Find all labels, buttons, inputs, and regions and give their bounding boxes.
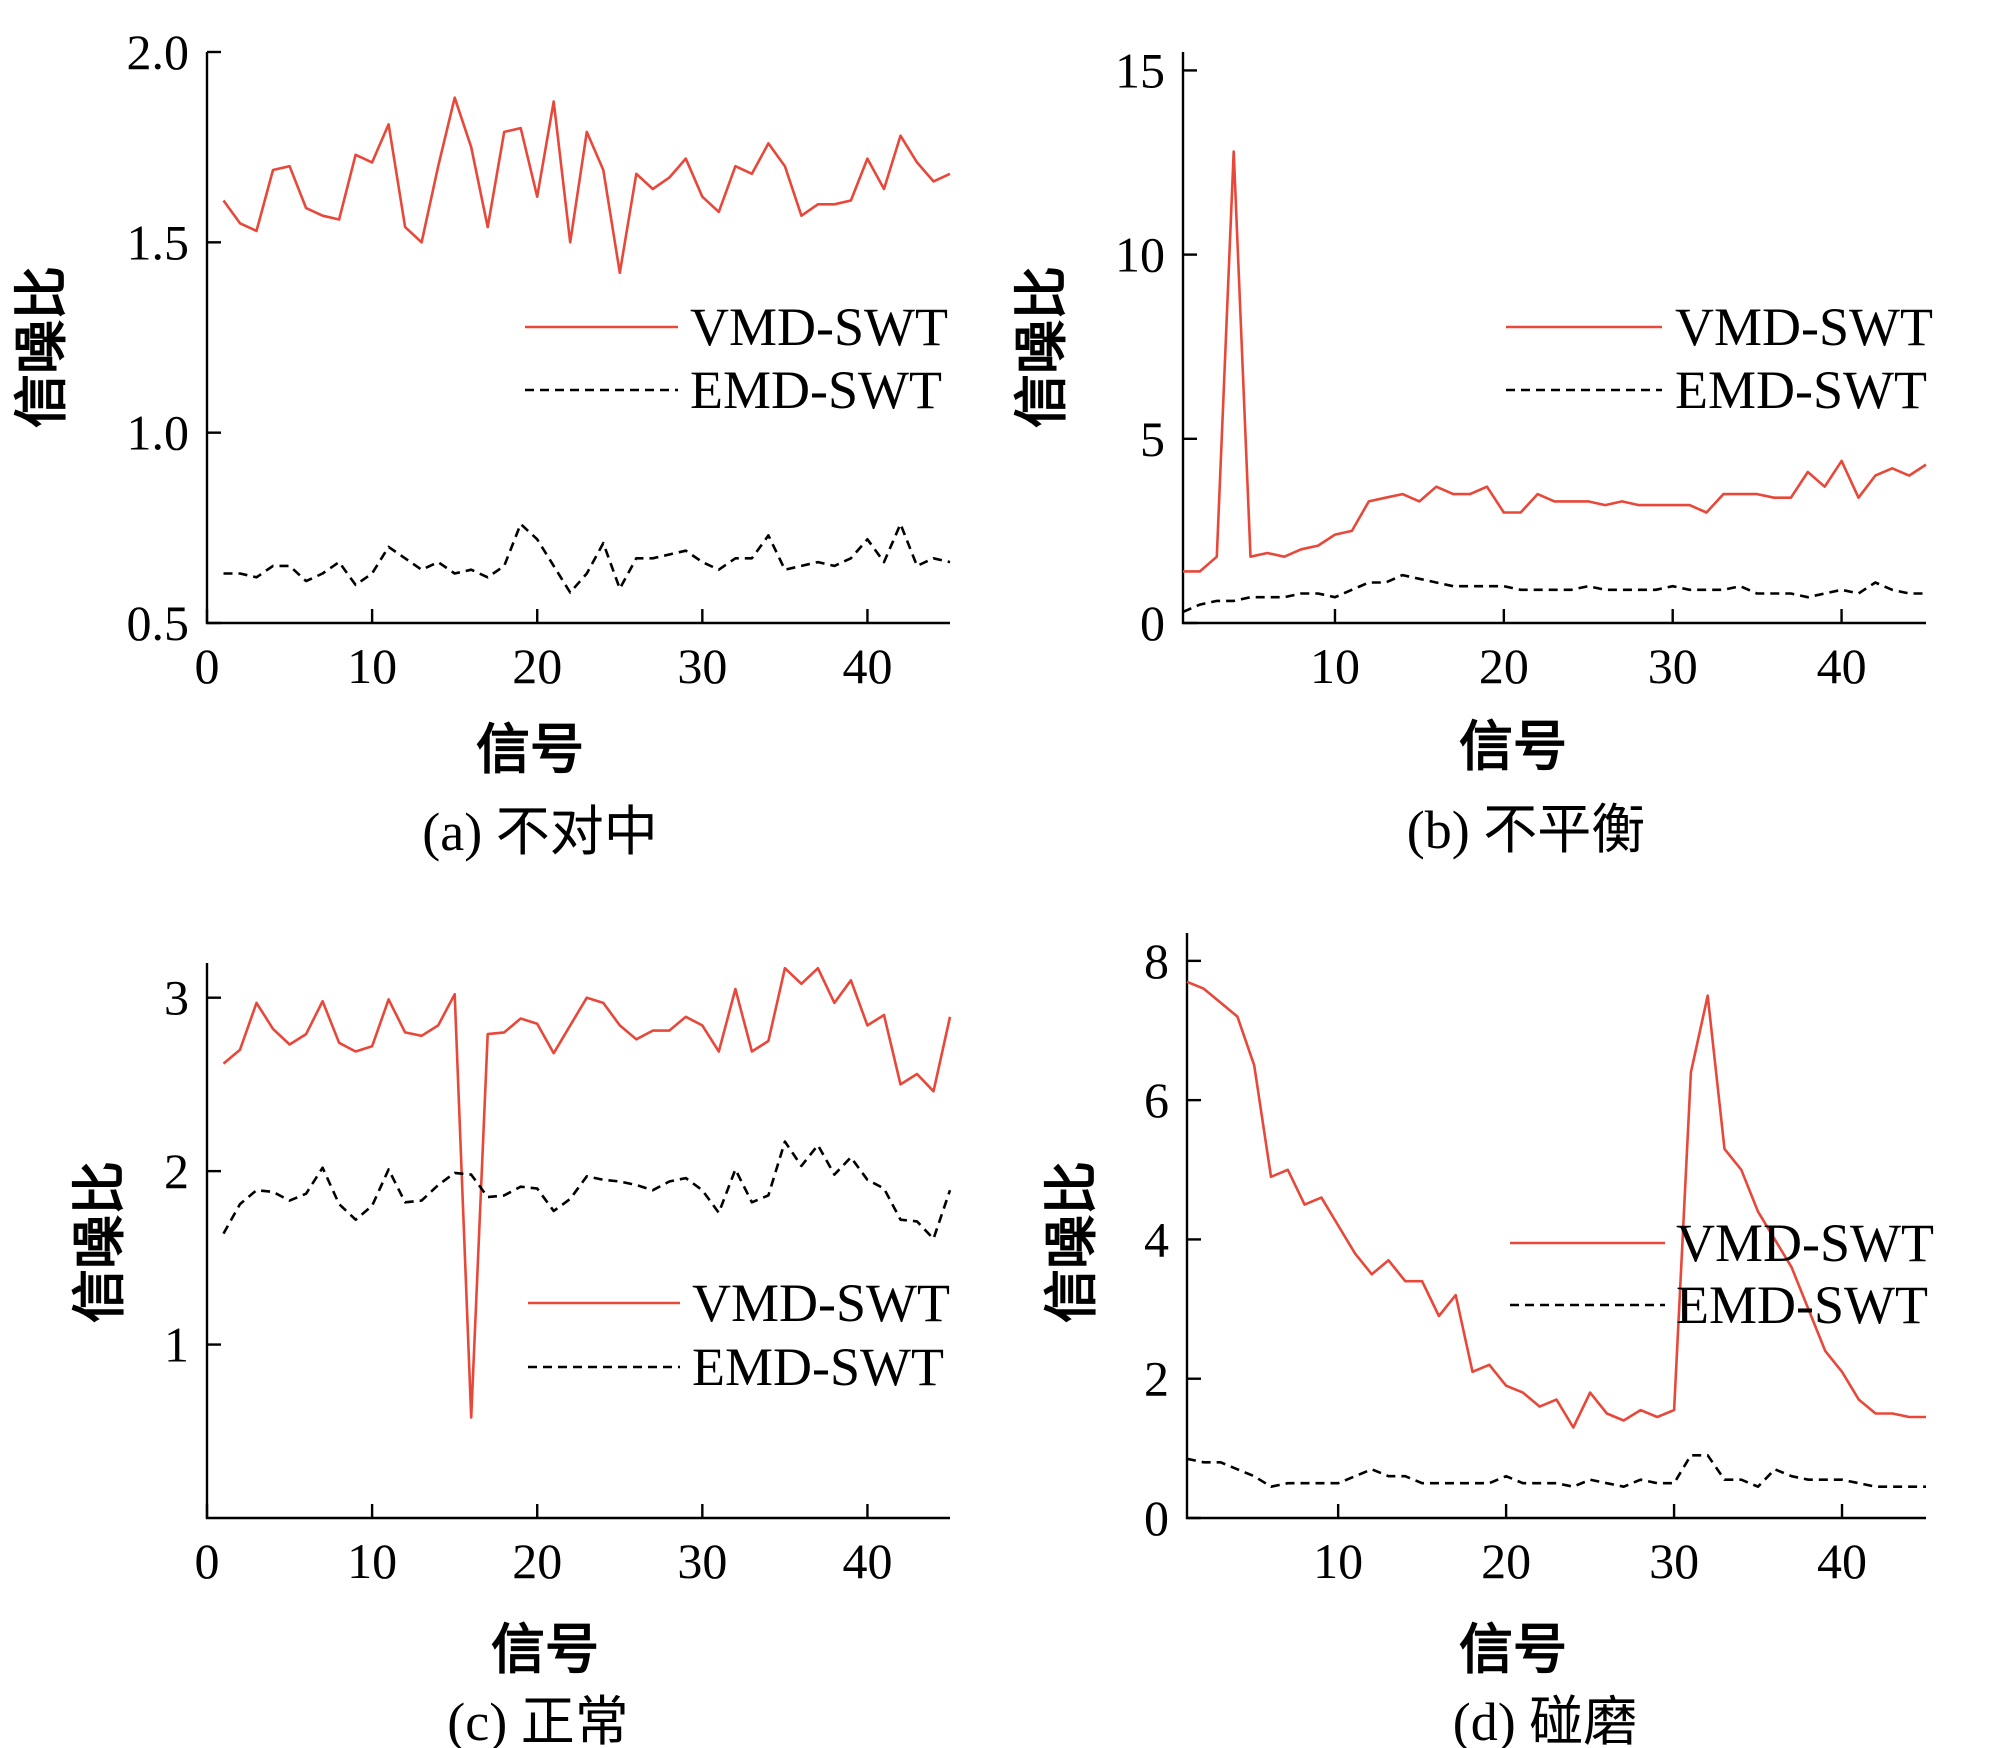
x-tick-label: 30 [1648, 638, 1698, 694]
series-line-emd-swt [1186, 1454, 1926, 1488]
y-tick-label: 15 [1115, 42, 1165, 98]
x-tick-label: 20 [512, 638, 562, 694]
series-line-emd-swt [223, 522, 951, 594]
panel-caption: (c) 正常 [447, 1692, 628, 1748]
y-axis-label: 信噪比 [10, 266, 73, 428]
y-tick-label: 1.0 [127, 405, 190, 461]
x-tick-label: 40 [1817, 638, 1867, 694]
y-tick-label: 3 [164, 970, 189, 1026]
x-tick-label: 10 [347, 638, 397, 694]
x-axis-label: 信号 [1459, 715, 1567, 778]
y-tick-label: 4 [1144, 1211, 1169, 1267]
x-tick-label: 30 [1649, 1533, 1699, 1589]
x-tick-label: 40 [1817, 1533, 1867, 1589]
x-tick-label: 40 [842, 638, 892, 694]
x-tick-label: 10 [1310, 638, 1360, 694]
series-line-emd-swt [1182, 573, 1926, 614]
y-tick-label: 5 [1140, 411, 1165, 467]
legend-label-vmd-swt: VMD-SWT [690, 297, 948, 357]
x-tick-label: 20 [512, 1533, 562, 1589]
legend-label-emd-swt: EMD-SWT [690, 360, 942, 420]
panel-caption: (b) 不平衡 [1407, 800, 1645, 860]
series-line-vmd-swt [222, 96, 951, 275]
x-tick-label: 30 [677, 1533, 727, 1589]
legend-label-emd-swt: EMD-SWT [1675, 360, 1927, 420]
x-tick-label: 10 [1313, 1533, 1363, 1589]
x-axis-label: 信号 [1459, 1618, 1567, 1681]
x-axis-label: 信号 [476, 718, 584, 781]
panel-caption: (d) 碰磨 [1453, 1692, 1637, 1748]
legend-label-vmd-swt: VMD-SWT [1676, 1213, 1934, 1273]
legend-label-emd-swt: EMD-SWT [1676, 1275, 1928, 1335]
x-tick-label: 20 [1479, 638, 1529, 694]
y-tick-label: 2.0 [127, 24, 190, 80]
y-tick-label: 2 [164, 1143, 189, 1199]
y-axis-label: 信噪比 [1010, 266, 1073, 428]
legend-label-vmd-swt: VMD-SWT [692, 1273, 950, 1333]
x-tick-label: 10 [347, 1533, 397, 1589]
series-line-vmd-swt [1186, 980, 1926, 1429]
x-axis-label: 信号 [491, 1618, 599, 1681]
series-line-emd-swt [222, 1140, 952, 1241]
y-axis-label: 信噪比 [1040, 1161, 1103, 1323]
x-tick-label: 20 [1481, 1533, 1531, 1589]
y-tick-label: 0 [1140, 595, 1165, 651]
x-tick-label: 40 [842, 1533, 892, 1589]
legend-label-vmd-swt: VMD-SWT [1675, 297, 1933, 357]
x-tick-label: 0 [195, 1533, 220, 1589]
y-axis-label: 信噪比 [68, 1161, 131, 1323]
y-tick-label: 1 [164, 1317, 189, 1373]
y-tick-label: 10 [1115, 227, 1165, 283]
legend-label-emd-swt: EMD-SWT [692, 1337, 944, 1397]
y-tick-label: 0.5 [127, 595, 190, 651]
y-tick-label: 0 [1144, 1490, 1169, 1546]
series-line-vmd-swt [222, 966, 952, 1419]
y-tick-label: 1.5 [127, 214, 190, 270]
y-tick-label: 2 [1144, 1351, 1169, 1407]
y-tick-label: 8 [1144, 933, 1169, 989]
x-tick-label: 0 [195, 638, 220, 694]
axis-spine [205, 963, 950, 1520]
y-tick-label: 6 [1144, 1072, 1169, 1128]
x-tick-label: 30 [677, 638, 727, 694]
panel-caption: (a) 不对中 [422, 802, 657, 862]
series-line-vmd-swt [1183, 150, 1927, 573]
